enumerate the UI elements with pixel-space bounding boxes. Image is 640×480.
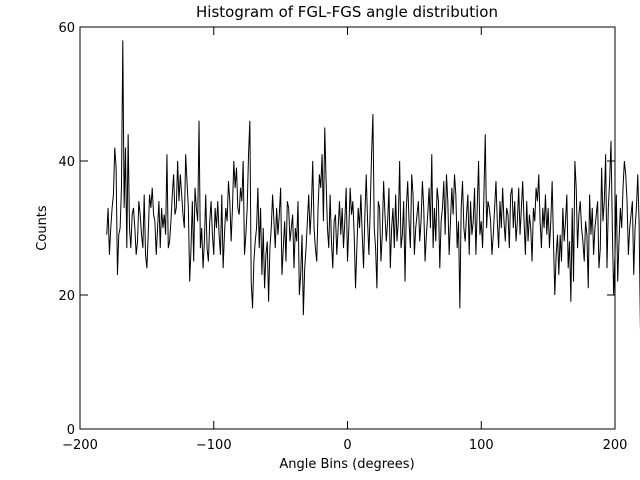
x-tick-label: 0 — [343, 438, 351, 453]
y-tick-label: 40 — [58, 155, 75, 170]
plot-frame — [79, 26, 616, 430]
series-line-counts — [106, 40, 640, 329]
y-tick-label: 0 — [67, 423, 75, 438]
x-tick-label: 200 — [603, 438, 628, 453]
chart-title: Histogram of FGL-FGS angle distribution — [196, 3, 498, 21]
y-axis-ticks: 0 20 40 60 — [58, 21, 615, 438]
y-axis-label: Counts — [35, 205, 50, 251]
x-axis-label: Angle Bins (degrees) — [279, 457, 414, 472]
x-axis-ticks: −200 −100 0 100 200 — [62, 27, 627, 453]
y-tick-label: 20 — [58, 289, 75, 304]
y-tick-label: 60 — [58, 21, 75, 36]
x-tick-label: −100 — [196, 438, 232, 453]
x-tick-label: 100 — [469, 438, 494, 453]
x-tick-label: −200 — [62, 438, 98, 453]
